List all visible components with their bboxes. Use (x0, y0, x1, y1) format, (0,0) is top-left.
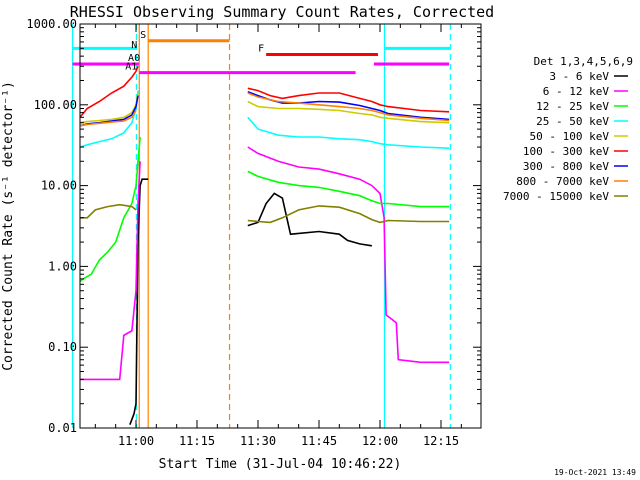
legend-label: 25 - 50 keV (536, 115, 609, 128)
series-line-50-100kev-1 (247, 100, 450, 124)
y-tick-label: 10.00 (41, 179, 77, 193)
chart-title: RHESSI Observing Summary Count Rates, Co… (70, 3, 494, 21)
footer-date: 19-Oct-2021 13:49 (554, 468, 636, 477)
legend-label: 800 - 7000 keV (516, 175, 609, 188)
series-line-3-6kev-1 (247, 192, 373, 247)
legend-label: 300 - 800 keV (523, 160, 609, 173)
legend: Det 1,3,4,5,6,9 3 - 6 keV 6 - 12 keV 12 - … (503, 55, 633, 203)
series-line-25-50kev-1 (247, 116, 450, 149)
x-tick-label: 11:30 (240, 434, 276, 448)
series-line-3-6kev-0 (129, 178, 149, 425)
legend-label: 3 - 6 keV (549, 70, 609, 83)
series-line-100-300kev-1 (247, 87, 450, 113)
legend-label: 6 - 12 keV (543, 85, 610, 98)
x-axis: 11:00 11:15 11:30 11:45 12:00 12:15 (94, 24, 462, 448)
series-line-12-25kev-1 (247, 170, 450, 208)
series-line-6-12kev-0 (80, 161, 141, 381)
y-tick-label: 0.01 (48, 421, 77, 435)
y-tick-label: 0.10 (48, 340, 77, 354)
x-tick-label: 11:15 (179, 434, 215, 448)
series-line-12-25kev-0 (79, 136, 141, 283)
flag-label-n: N (131, 40, 137, 51)
legend-label: 12 - 25 keV (536, 100, 609, 113)
x-tick-label: 11:00 (118, 434, 154, 448)
legend-title: Det 1,3,4,5,6,9 (534, 55, 633, 68)
y-tick-label: 100.00 (34, 98, 77, 112)
y-tick-label: 1000.00 (26, 17, 77, 31)
x-axis-label: Start Time (31-Jul-04 10:46:22) (159, 457, 402, 472)
x-tick-label: 12:00 (362, 434, 398, 448)
flag-label-s: S (140, 30, 146, 41)
series-line-7000-15000kev-1 (247, 205, 450, 224)
flag-label-a0: A0 (128, 53, 140, 64)
flag-label-f: F (258, 43, 264, 54)
x-tick-label: 12:15 (423, 434, 459, 448)
x-tick-label: 11:45 (301, 434, 337, 448)
legend-label: 100 - 300 keV (523, 145, 609, 158)
flag-label-a1: A1 (125, 62, 137, 73)
series-line-6-12kev-1 (247, 146, 450, 364)
y-tick-label: 1.00 (48, 259, 77, 273)
plot-frame (79, 23, 482, 429)
series-line-7000-15000kev-0 (80, 203, 137, 219)
y-axis: 1000.00 100.00 10.00 1.00 0.10 0.01 (26, 17, 481, 435)
legend-label: 7000 - 15000 keV (503, 190, 609, 203)
legend-label: 50 - 100 keV (530, 130, 610, 143)
series-line-800-7000kev-0 (79, 110, 137, 127)
series-line-800-7000kev-1 (247, 92, 450, 122)
y-axis-label: Corrected Count Rate (s⁻¹ detector⁻¹) (1, 81, 16, 371)
series-line-100-300kev-0 (79, 65, 139, 118)
